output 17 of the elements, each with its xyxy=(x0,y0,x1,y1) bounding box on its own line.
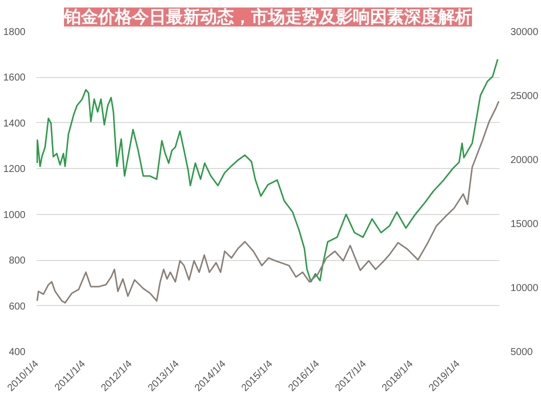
chart-title: 铂金价格今日最新动态，市场走势及影响因素深度解析 xyxy=(63,8,472,26)
y-tick-label: 1000 xyxy=(3,210,26,221)
y2-tick-label: 5000 xyxy=(510,347,534,358)
y2-tick-label: 10000 xyxy=(510,283,539,294)
y2-tick-label: 15000 xyxy=(510,219,539,230)
y-tick-label: 800 xyxy=(8,256,26,267)
y-tick-label: 1200 xyxy=(3,164,26,176)
y-tick-label: 1400 xyxy=(3,118,26,130)
y-tick-label: 600 xyxy=(8,301,26,312)
line-series xyxy=(36,58,498,283)
y2-tick-label: 30000 xyxy=(510,27,539,38)
y2-tick-label: 25000 xyxy=(510,91,539,102)
y-tick-label: 1800 xyxy=(3,27,26,38)
y2-tick-label: 20000 xyxy=(510,155,539,166)
y-tick-label: 400 xyxy=(8,347,26,358)
line-series xyxy=(36,100,500,304)
y-tick-label: 1600 xyxy=(3,72,26,84)
